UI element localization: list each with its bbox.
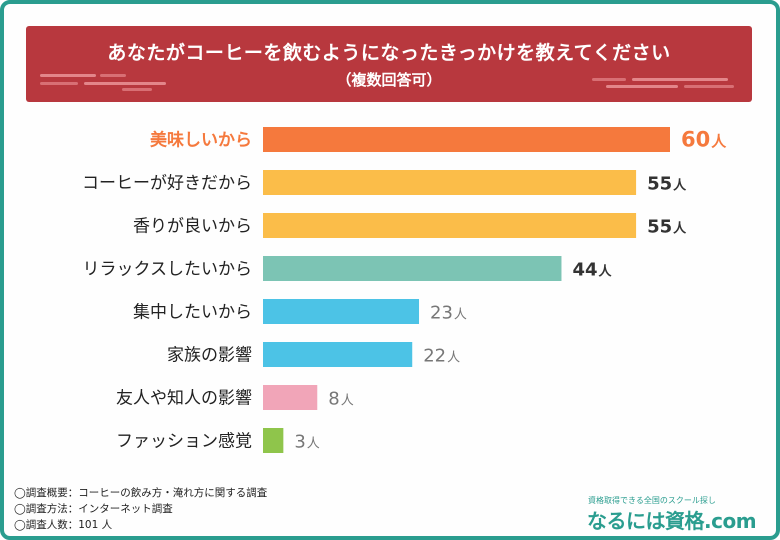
bar <box>263 256 562 281</box>
bar <box>263 299 420 324</box>
category-label: 家族の影響 <box>167 346 252 366</box>
brand-tagline: 資格取得できる全国のスクール探し <box>588 496 716 505</box>
title-banner: あなたがコーヒーを飲むようになったきっかけを教えてください （複数回答可） <box>26 26 752 102</box>
brand-logo[interactable]: なるには資格.com <box>587 509 757 533</box>
value-label: 23人 <box>430 303 467 324</box>
category-label: 美味しいから <box>150 130 252 151</box>
banner-stripe <box>40 82 78 85</box>
category-label: 友人や知人の影響 <box>116 389 252 409</box>
category-label: ファッション感覚 <box>116 432 252 452</box>
survey-note: ◯調査人数：101 人 <box>14 519 113 531</box>
value-label: 55人 <box>647 174 687 195</box>
value-label: 8人 <box>328 389 353 410</box>
bar <box>263 127 670 152</box>
banner-stripe <box>40 74 96 77</box>
value-label: 3人 <box>294 432 319 453</box>
value-label: 22人 <box>423 346 460 367</box>
chart-subtitle: （複数回答可） <box>336 71 442 89</box>
bar <box>263 385 318 410</box>
banner-stripe <box>606 85 678 88</box>
banner-stripe <box>84 82 166 85</box>
category-label: コーヒーが好きだから <box>82 174 252 194</box>
survey-note: ◯調査方法：インターネット調査 <box>14 503 173 515</box>
bar <box>263 428 284 453</box>
banner-stripe <box>122 88 152 91</box>
value-label: 60人 <box>681 128 727 152</box>
category-label: 集中したいから <box>133 303 252 323</box>
survey-note: ◯調査概要：コーヒーの飲み方・淹れ方に関する調査 <box>14 487 268 499</box>
value-label: 55人 <box>647 217 687 238</box>
category-label: 香りが良いから <box>133 217 252 237</box>
banner-stripe <box>632 78 728 81</box>
value-label: 44人 <box>572 260 612 281</box>
banner-stripe <box>100 74 126 77</box>
chart-title: あなたがコーヒーを飲むようになったきっかけを教えてください <box>107 42 671 64</box>
bar <box>263 342 413 367</box>
banner-stripe <box>684 85 734 88</box>
bar <box>263 213 637 238</box>
bar <box>263 170 637 195</box>
banner-stripe <box>592 78 626 81</box>
category-label: リラックスしたいから <box>83 260 253 280</box>
